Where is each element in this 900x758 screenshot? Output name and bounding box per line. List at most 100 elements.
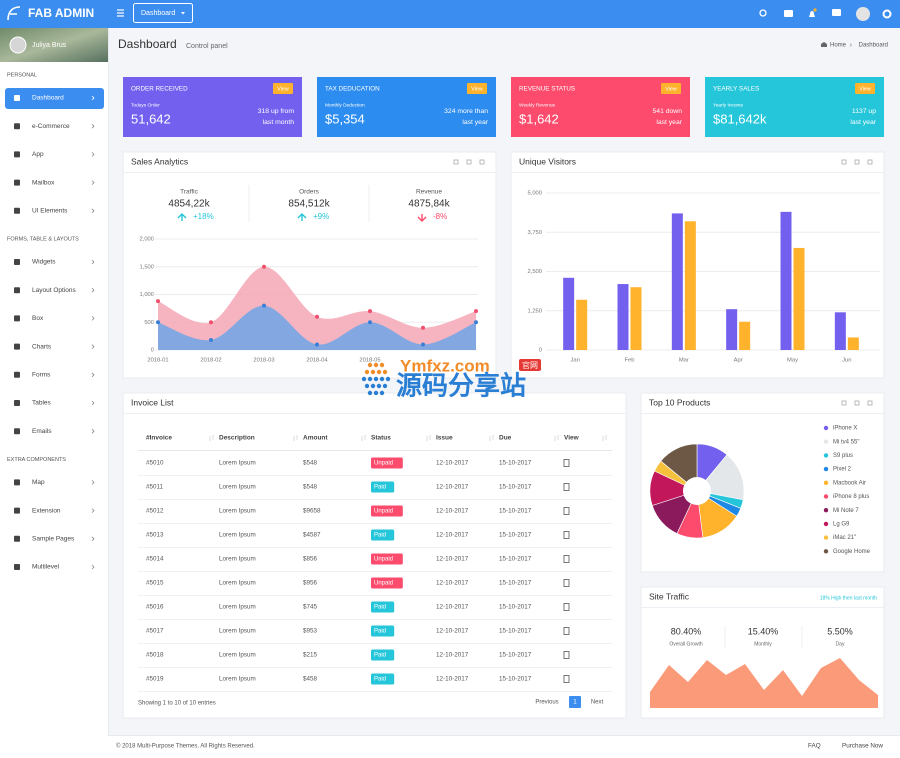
stat-change: 1137 up: [852, 108, 876, 115]
menu-item[interactable]: Extension: [32, 507, 61, 514]
pager-active[interactable]: [569, 696, 581, 708]
menu-item[interactable]: Dashboard: [32, 95, 64, 102]
menu-item[interactable]: Map: [32, 479, 45, 486]
stat-label: Weekly Revenue: [519, 102, 556, 108]
view-badge[interactable]: [661, 83, 681, 94]
bar: [780, 211, 792, 350]
card-tool[interactable]: [854, 400, 860, 406]
table-cell: 12-10-2017: [436, 604, 469, 611]
stat-card: [705, 77, 884, 137]
legend-dot: [823, 466, 829, 472]
menu-button[interactable]: [133, 3, 193, 23]
avatar[interactable]: [856, 7, 870, 21]
traffic-label: Day: [836, 641, 845, 647]
menu-item[interactable]: Multilevel: [32, 564, 60, 571]
menu-item[interactable]: Tables: [32, 400, 52, 407]
view-icon[interactable]: [563, 459, 570, 467]
copyright: © 2018 Multi-Purpose Themes. All Rights …: [116, 743, 255, 750]
menu-item[interactable]: Widgets: [32, 259, 56, 266]
sales-stat-label: Revenue: [416, 189, 442, 196]
menu-item[interactable]: Charts: [32, 343, 52, 350]
table-cell: 12-10-2017: [436, 508, 469, 515]
menu-icon: [14, 179, 20, 186]
menu-icon: [14, 479, 20, 486]
menu-item[interactable]: Layout Options: [32, 287, 76, 294]
footer-link[interactable]: Purchase Now: [842, 743, 883, 750]
view-icon[interactable]: [563, 507, 570, 515]
menu-item[interactable]: UI Elements: [32, 208, 68, 215]
stat-value: 51,642: [131, 111, 171, 126]
card-tool[interactable]: [867, 400, 873, 406]
table-header[interactable]: Description: [219, 435, 255, 442]
breadcrumb[interactable]: Home: [830, 43, 847, 49]
view-badge[interactable]: [467, 83, 487, 94]
menu-icon: [14, 287, 20, 294]
watermark-dot: [373, 390, 379, 396]
view-icon[interactable]: [563, 531, 570, 539]
menu-button-label[interactable]: Dashboard: [141, 10, 175, 17]
view-badge-label[interactable]: View: [471, 86, 483, 92]
table-header[interactable]: Amount: [303, 435, 328, 442]
mail-icon[interactable]: [784, 10, 793, 17]
menu-item[interactable]: Forms: [32, 372, 51, 379]
home-icon: [821, 42, 827, 47]
pager-next[interactable]: Next: [591, 700, 604, 706]
card-tool[interactable]: [867, 159, 873, 165]
chat-icon[interactable]: [832, 9, 841, 16]
view-icon[interactable]: [563, 579, 570, 587]
search-icon[interactable]: [759, 9, 767, 17]
pager-prev[interactable]: Previous: [535, 700, 558, 706]
menu-item[interactable]: App: [32, 151, 44, 158]
view-badge-label[interactable]: View: [665, 86, 677, 92]
stat-label: Todays Order: [131, 102, 160, 108]
card-title: Top 10 Products: [649, 397, 710, 407]
view-icon[interactable]: [563, 555, 570, 563]
menu-icon: [14, 259, 20, 265]
settings-icon[interactable]: [882, 9, 892, 19]
view-icon[interactable]: [563, 627, 570, 635]
card-tool[interactable]: [466, 159, 472, 165]
view-badge-label[interactable]: View: [277, 86, 289, 92]
card-tool[interactable]: [453, 159, 459, 165]
table-cell: 15-10-2017: [499, 604, 532, 611]
card-tool[interactable]: [479, 159, 485, 165]
view-badge[interactable]: [855, 83, 875, 94]
stat-title: TAX DEDUCATION: [325, 86, 380, 93]
table-cell: #5011: [146, 484, 164, 491]
table-header[interactable]: Issue: [436, 435, 453, 442]
card-tool[interactable]: [854, 159, 860, 165]
view-badge[interactable]: [273, 83, 293, 94]
menu-icon: [14, 400, 20, 406]
view-icon[interactable]: [563, 483, 570, 491]
table-header[interactable]: #Invoice: [146, 435, 172, 442]
data-point: [474, 320, 478, 325]
x-tick-label: 2018-01: [147, 358, 168, 364]
table-cell: 15-10-2017: [499, 556, 532, 563]
menu-item[interactable]: Sample Pages: [32, 536, 75, 543]
card-tool[interactable]: [841, 400, 847, 406]
bell-icon[interactable]: [809, 11, 815, 17]
footer-link[interactable]: FAQ: [808, 743, 821, 750]
brand: FAB ADMIN: [28, 6, 94, 20]
table-cell: #5019: [146, 676, 164, 683]
chevron: [91, 208, 95, 214]
table-header[interactable]: Due: [499, 435, 512, 442]
table-cell: Lorem Ipsum: [219, 676, 256, 683]
view-badge-label[interactable]: View: [859, 86, 871, 92]
table-header[interactable]: View: [564, 435, 580, 442]
card-tool[interactable]: [841, 159, 847, 165]
legend-dot: [823, 494, 829, 499]
card-title: Invoice List: [131, 397, 174, 407]
watermark-dot: [364, 369, 370, 375]
view-icon[interactable]: [563, 603, 570, 611]
pager-page[interactable]: 1: [573, 699, 577, 706]
menu-item[interactable]: Emails: [32, 428, 52, 435]
table-header[interactable]: Status: [371, 435, 391, 442]
menu-item[interactable]: Mailbox: [32, 179, 55, 186]
view-icon[interactable]: [563, 651, 570, 659]
sales-stat-value: 4875,84k: [408, 199, 450, 210]
status-badge: [371, 649, 395, 661]
menu-item[interactable]: Box: [32, 315, 44, 322]
view-icon[interactable]: [563, 675, 570, 683]
menu-item[interactable]: e-Commerce: [32, 123, 70, 130]
